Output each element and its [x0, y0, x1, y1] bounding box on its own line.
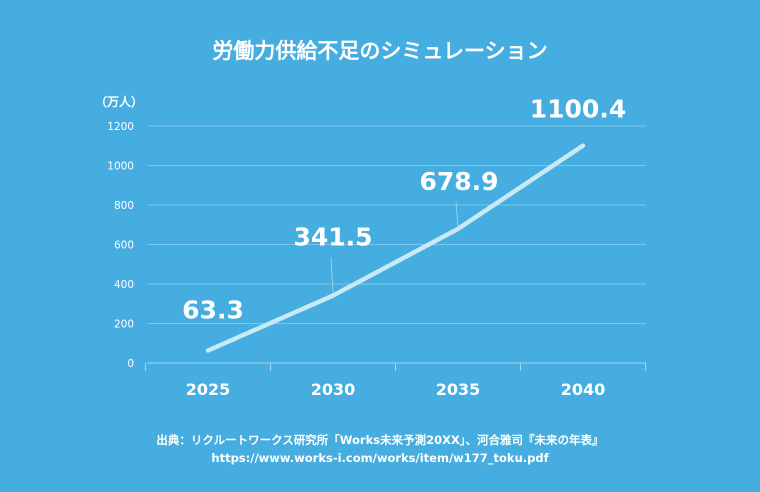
data-label-2040: 1100.4 — [530, 95, 626, 124]
x-tick-label-2030: 2030 — [311, 380, 356, 399]
y-tick-label-800: 800 — [114, 200, 134, 212]
data-label-2030: 341.5 — [293, 223, 372, 252]
x-tick-label-2035: 2035 — [436, 380, 481, 399]
data-label-leader-1 — [330, 257, 334, 294]
grid-lines — [145, 125, 646, 371]
x-tick-label-2025: 2025 — [186, 380, 231, 399]
data-label-2025: 63.3 — [182, 295, 244, 324]
y-tick-label-600: 600 — [114, 240, 134, 252]
y-tick-labels: 0 200 400 600 800 1000 1200 — [107, 121, 134, 370]
source-line-2: https://www.works-i.com/works/item/w177_… — [211, 451, 549, 466]
y-tick-label-200: 200 — [114, 319, 134, 331]
series-layer — [205, 143, 586, 353]
data-labels: 63.3 341.5 678.9 1100.4 — [182, 95, 626, 325]
y-axis-label: （万人） — [95, 94, 143, 109]
y-tick-label-0: 0 — [127, 358, 134, 370]
data-label-2035: 678.9 — [419, 167, 498, 196]
series-line — [205, 143, 586, 353]
x-tick-labels: 2025 2030 2035 2040 — [186, 380, 606, 399]
y-tick-label-1000: 1000 — [107, 161, 134, 173]
chart-title: 労働力供給不足のシミュレーション — [212, 39, 547, 63]
source-line-1: 出典：リクルートワークス研究所「Works未来予測20XX」、河合雅司『未来の年… — [156, 433, 603, 447]
x-tick-label-2040: 2040 — [561, 380, 606, 399]
y-tick-label-400: 400 — [114, 279, 134, 291]
y-tick-label-1200: 1200 — [107, 121, 134, 133]
data-label-leader-2 — [455, 201, 459, 227]
